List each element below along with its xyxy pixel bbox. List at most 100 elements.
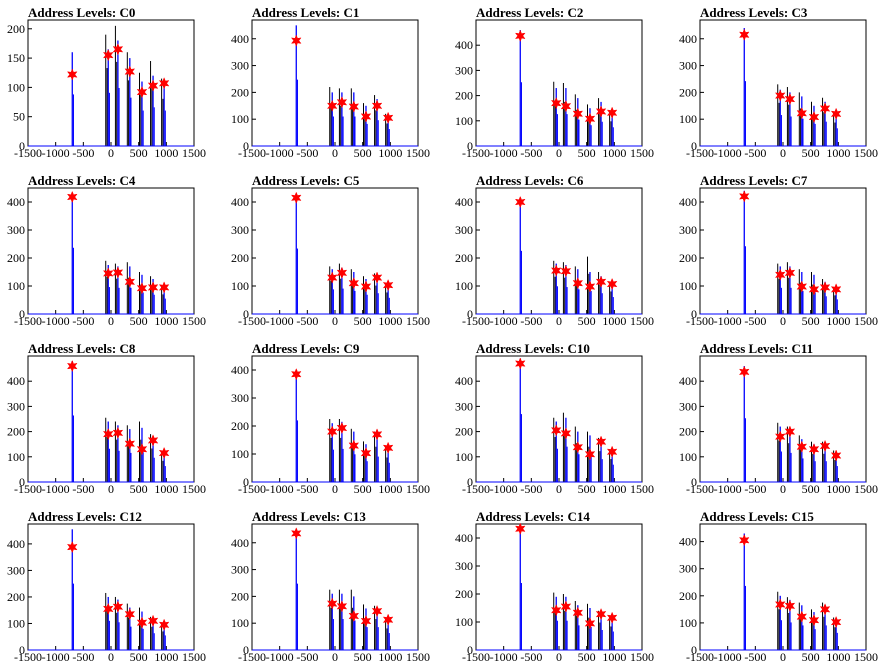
- y-tick-label: 200: [231, 419, 249, 433]
- x-tick-label: 1000: [154, 146, 178, 160]
- star-marker-3: [572, 277, 584, 290]
- y-tick-label: 400: [7, 195, 25, 209]
- star-marker-4: [808, 443, 820, 456]
- y-tick-label: 0: [467, 307, 473, 321]
- x-tick-label: -500: [296, 650, 318, 664]
- y-tick-label: 0: [19, 139, 25, 153]
- star-marker-0: [66, 540, 78, 554]
- x-tick-label: 1000: [154, 482, 178, 496]
- star-marker-3: [572, 441, 584, 454]
- x-tick-label: -500: [520, 146, 542, 160]
- star-marker-5: [595, 275, 607, 288]
- panel-9: Address Levels: C9 0 100 200 300 400 -1500 -100…: [231, 341, 430, 496]
- y-tick-label: 400: [455, 374, 473, 388]
- x-tick-label: -500: [744, 146, 766, 160]
- x-tick-label: 0: [332, 314, 338, 328]
- x-tick-label: 1000: [602, 314, 626, 328]
- star-marker-6: [606, 445, 618, 458]
- star-marker-0: [290, 34, 302, 47]
- star-marker-2: [112, 266, 124, 279]
- star-marker-6: [158, 281, 170, 294]
- star-marker-0: [66, 190, 78, 204]
- y-tick-label: 300: [679, 562, 697, 576]
- star-marker-6: [830, 107, 842, 121]
- x-tick-label: -500: [744, 314, 766, 328]
- x-tick-label: 1500: [182, 650, 206, 664]
- star-marker-2: [336, 266, 348, 280]
- y-tick-label: 0: [691, 643, 697, 657]
- y-tick-label: 400: [231, 536, 249, 550]
- y-tick-label: 400: [679, 535, 697, 549]
- star-marker-2: [112, 426, 124, 440]
- x-tick-label: -1500: [14, 146, 42, 160]
- x-tick-label: 1000: [602, 482, 626, 496]
- star-marker-2: [784, 599, 796, 613]
- plot-frame: [251, 19, 419, 147]
- star-marker-0: [66, 68, 78, 81]
- y-tick-label: 0: [243, 643, 249, 657]
- y-tick-label: 200: [231, 251, 249, 265]
- y-tick-label: 200: [679, 425, 697, 439]
- star-marker-1: [102, 267, 114, 280]
- panel-14: Address Levels: C14 0 100 200 300 400 -1500 -10…: [455, 509, 654, 664]
- star-marker-3: [796, 440, 808, 453]
- x-tick-label: 0: [108, 650, 114, 664]
- star-marker-5: [371, 428, 383, 441]
- star-marker-2: [784, 266, 796, 280]
- star-marker-1: [550, 96, 562, 110]
- y-tick-label: 300: [455, 63, 473, 77]
- y-tick-label: 300: [231, 391, 249, 405]
- y-tick-label: 100: [7, 616, 25, 630]
- star-marker-1: [326, 425, 338, 438]
- x-tick-label: 0: [332, 650, 338, 664]
- x-tick-label: 1500: [630, 650, 654, 664]
- y-tick-label: 100: [679, 450, 697, 464]
- star-marker-4: [808, 614, 820, 627]
- plot-frame: [475, 523, 643, 651]
- x-tick-label: 500: [130, 314, 148, 328]
- star-marker-4: [360, 446, 372, 460]
- x-tick-label: 500: [578, 650, 596, 664]
- x-tick-label: 1500: [854, 650, 878, 664]
- y-tick-label: 200: [679, 85, 697, 99]
- star-marker-6: [382, 111, 394, 125]
- x-tick-label: 1500: [630, 314, 654, 328]
- x-tick-label: 1500: [182, 146, 206, 160]
- star-marker-3: [796, 280, 808, 293]
- x-tick-label: 500: [578, 482, 596, 496]
- x-tick-label: -500: [520, 650, 542, 664]
- x-tick-label: -1000: [490, 482, 518, 496]
- y-tick-label: 0: [467, 475, 473, 489]
- star-marker-2: [112, 600, 124, 613]
- x-tick-label: 500: [130, 146, 148, 160]
- y-tick-label: 400: [231, 195, 249, 209]
- x-tick-label: -1500: [462, 314, 490, 328]
- x-tick-label: -1000: [266, 146, 294, 160]
- star-marker-4: [360, 110, 372, 123]
- x-tick-label: 1000: [154, 650, 178, 664]
- y-tick-label: 100: [455, 279, 473, 293]
- panel-0: Address Levels: C0 0 50 100 150 200 -1500 -1000…: [7, 5, 206, 160]
- x-tick-label: 0: [780, 146, 786, 160]
- x-tick-label: -1000: [266, 314, 294, 328]
- x-tick-label: -500: [72, 146, 94, 160]
- y-tick-label: 300: [7, 399, 25, 413]
- panel-title: Address Levels: C11: [700, 341, 813, 356]
- x-tick-label: 0: [780, 650, 786, 664]
- star-marker-1: [102, 602, 114, 616]
- x-tick-label: -1000: [714, 482, 742, 496]
- y-tick-label: 400: [679, 32, 697, 46]
- x-tick-label: -1000: [42, 146, 70, 160]
- panel-title: Address Levels: C5: [252, 173, 360, 188]
- x-tick-label: 1000: [826, 146, 850, 160]
- y-tick-label: 400: [7, 537, 25, 551]
- y-tick-label: 300: [679, 59, 697, 73]
- star-marker-1: [550, 604, 562, 617]
- star-marker-2: [784, 425, 796, 438]
- y-tick-label: 200: [7, 251, 25, 265]
- x-tick-label: -1500: [462, 650, 490, 664]
- x-tick-label: -500: [520, 482, 542, 496]
- x-tick-label: -1000: [266, 482, 294, 496]
- y-tick-label: 100: [231, 447, 249, 461]
- x-tick-label: 500: [354, 482, 372, 496]
